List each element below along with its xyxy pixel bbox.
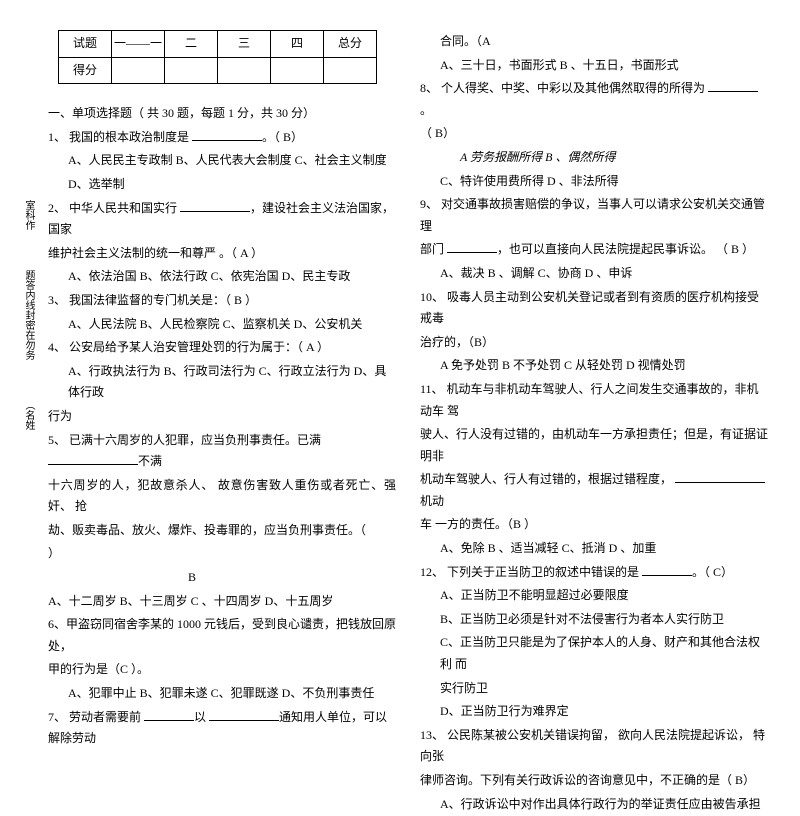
cell: 四: [271, 31, 324, 58]
table-row: 试题 一——一 二 三 四 总分: [59, 31, 377, 58]
blank: [675, 470, 765, 483]
cell: 得分: [59, 57, 112, 84]
q11c-text: 机动车驾驶人、行人有过错的，根据过错程度，: [420, 472, 675, 486]
q12: 12、 下列关于正当防卫的叙述中错误的是 。（ C）: [420, 561, 768, 585]
q3: 3、 我国法律监督的专门机关是：（ B ）: [48, 289, 396, 313]
section-title: 一、单项选择题（ 共 30 题，每题 1 分，共 30 分）: [48, 102, 396, 126]
q2-opts: A、依法治国 B、依法行政 C、依宪治国 D、民主专政: [48, 265, 396, 289]
q2-text: 2、 中华人民共和国实行: [48, 201, 180, 215]
q4: 4、 公安局给予某人治安管理处罚的行为属于：（ A ）: [48, 336, 396, 360]
q9c: ，也可以直接向人民法院提起民事诉讼。 （ B ）: [497, 242, 754, 256]
q10b: 治疗的，（B）: [420, 331, 768, 355]
cell: [324, 57, 377, 84]
q4-opts: A、行政执法行为 B、行政司法行为 C、行政立法行为 D、具 体行政: [48, 360, 396, 405]
score-table: 试题 一——一 二 三 四 总分 得分: [58, 30, 377, 84]
cell: 试题: [59, 31, 112, 58]
q5e: ）: [48, 542, 396, 566]
blank: [192, 128, 262, 141]
table-row: 得分: [59, 57, 377, 84]
q13-opts: A、行政诉讼中对作出具体行政行为的举证责任应由被告承担: [420, 793, 768, 816]
q5d: 劫、贩卖毒品、放火、爆炸、投毒罪的，应当负刑事责任。（: [48, 519, 396, 543]
q10: 10、 吸毒人员主动到公安机关登记或者到有资质的医疗机构接受戒毒: [420, 286, 768, 331]
cell: 二: [165, 31, 218, 58]
q12-opts3: C、正当防卫只能是为了保护本人的人身、财产和其他合法权利 而: [420, 631, 768, 676]
q9-opts: A、裁决 B 、调解 C、协商 D 、申诉: [420, 262, 768, 286]
q5-text: 5、 已满十六周岁的人犯罪，应当负刑事责任。已满: [48, 433, 321, 447]
cell: 三: [218, 31, 271, 58]
q13b: 律师咨询。下列有关行政诉讼的咨询意见中，不正确的是（ B）: [420, 769, 768, 793]
q5-ans: B: [48, 566, 396, 590]
cell: 一——一: [112, 31, 165, 58]
q11d: 机动: [420, 494, 444, 508]
q5: 5、 已满十六周岁的人犯罪，应当负刑事责任。已满 不满: [48, 429, 396, 474]
blank: [447, 240, 497, 253]
q1-opts: A、人民民主专政制 B、人民代表大会制度 C、社会主义制度: [48, 149, 396, 173]
q8: 8、 个人得奖、中奖、中彩以及其他偶然取得的所得为 。: [420, 77, 768, 122]
q7-opts: A、三十日，书面形式 B 、十五日，书面形式: [420, 54, 768, 78]
q12-opts4: 实行防卫: [420, 677, 768, 701]
exam-page: 室科作 题答内线封密在勿务 （名姓 试题 一——一 二 三 四 总分 得分: [0, 0, 800, 684]
left-column: 试题 一——一 二 三 四 总分 得分 一、单项选择题（ 共 30 题，每题 1…: [20, 30, 408, 664]
q1: 1、 我国的根本政治制度是 。（ B）: [48, 126, 396, 150]
side-label-3: （名姓: [22, 400, 34, 430]
q7b: 以: [194, 710, 209, 724]
q6-opts: A、犯罪中止 B、犯罪未遂 C、犯罪既遂 D、不负刑事责任: [48, 682, 396, 706]
q5b: 不满: [138, 454, 162, 468]
q12b: 。（ C）: [692, 565, 733, 579]
q1-ans: 。（ B）: [262, 130, 303, 144]
q8-opts2: C、特许使用费所得 D 、非法所得: [420, 170, 768, 194]
q3-opts: A、人民法院 B、人民检察院 C、监察机关 D、公安机关: [48, 313, 396, 337]
cell: 总分: [324, 31, 377, 58]
q9b: 部门 ，也可以直接向人民法院提起民事诉讼。 （ B ）: [420, 238, 768, 262]
q2c: 维护社会主义法制的统一和尊严 。（ A ）: [48, 242, 396, 266]
q12-opts: A、正当防卫不能明显超过必要限度: [420, 584, 768, 608]
blank: [708, 79, 758, 92]
cell: [271, 57, 324, 84]
q11e: 车 一方的责任。（B ）: [420, 513, 768, 537]
q8b: 。: [420, 103, 432, 117]
q8-text: 8、 个人得奖、中奖、中彩以及其他偶然取得的所得为: [420, 81, 708, 95]
blank: [48, 452, 138, 465]
q1-opts2: D、选举制: [48, 173, 396, 197]
q1-text: 1、 我国的根本政治制度是: [48, 130, 192, 144]
cell: [165, 57, 218, 84]
q11b: 驶人、行人没有过错的，由机动车一方承担责任；但是，有证据证 明非: [420, 423, 768, 468]
q12-opts5: D、正当防卫行为难界定: [420, 700, 768, 724]
q10-opts: A 免予处罚 B 不予处罚 C 从轻处罚 D 视情处罚: [420, 354, 768, 378]
q12-text: 12、 下列关于正当防卫的叙述中错误的是: [420, 565, 642, 579]
q13: 13、 公民陈某被公安机关错误拘留， 欲向人民法院提起诉讼， 特向张: [420, 724, 768, 769]
cell: [218, 57, 271, 84]
cell: [112, 57, 165, 84]
q6b: 甲的行为是（C ）。: [48, 658, 396, 682]
side-label-1: 室科作: [22, 200, 34, 230]
q11: 11、 机动车与非机动车驾驶人、行人之间发生交通事故的，非机动车 驾: [420, 378, 768, 423]
q9: 9、 对交通事故损害赔偿的争议，当事人可以请求公安机关交通管理: [420, 193, 768, 238]
q11-opts: A、免除 B 、适当减轻 C、抵消 D 、加重: [420, 537, 768, 561]
blank: [209, 708, 279, 721]
q5c: 十六周岁的人，犯故意杀人、 故意伤害致人重伤或者死亡、强奸、 抢: [48, 474, 396, 519]
q7-text: 7、 劳动者需要前: [48, 710, 144, 724]
q7d: 合同。（A: [420, 30, 768, 54]
blank: [180, 199, 250, 212]
q4-opts2: 行为: [48, 405, 396, 429]
blank: [642, 563, 692, 576]
q5-opts: A、十二周岁 B、十三周岁 C 、十四周岁 D、十五周岁: [48, 590, 396, 614]
q8c: （ B）: [420, 122, 768, 146]
right-column: 合同。（A A、三十日，书面形式 B 、十五日，书面形式 8、 个人得奖、中奖、…: [408, 30, 780, 664]
side-label-2: 题答内线封密在勿务: [22, 270, 34, 360]
q8-opts: A 劳务报酬所得 B 、偶然所得: [420, 146, 768, 170]
q6: 6、甲盗窃同宿舍李某的 1000 元钱后，受到良心谴责，把钱放回原处，: [48, 613, 396, 658]
q5d-text: 劫、贩卖毒品、放火、爆炸、投毒罪的，应当负刑事责任。（: [48, 523, 366, 537]
side-labels: 室科作 题答内线封密在勿务 （名姓: [22, 200, 36, 470]
q9b-text: 部门: [420, 242, 447, 256]
q12-opts2: B、正当防卫必须是针对不法侵害行为者本人实行防卫: [420, 608, 768, 632]
blank: [144, 708, 194, 721]
q11c: 机动车驾驶人、行人有过错的，根据过错程度， 机动: [420, 468, 768, 513]
q2: 2、 中华人民共和国实行 ，建设社会主义法治国家，国家: [48, 197, 396, 242]
q7: 7、 劳动者需要前 以 通知用人单位，可以解除劳动: [48, 706, 396, 751]
